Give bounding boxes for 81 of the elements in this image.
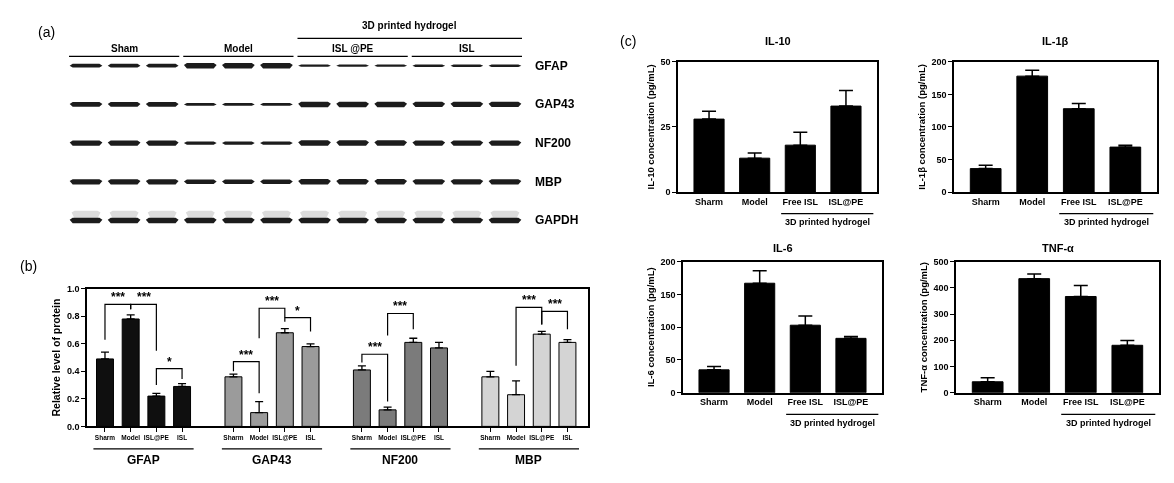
text: NF200	[382, 453, 419, 467]
x-tick-label: Model	[741, 196, 768, 207]
text: 3D printed hydrogel	[790, 418, 876, 428]
text: 3D printed hydrogel	[362, 20, 457, 31]
category-label: ISL @PE	[332, 43, 374, 54]
y-tick-label: 300	[933, 309, 949, 320]
y-tick-label: 0.4	[66, 366, 80, 377]
annotation: ***	[137, 290, 152, 304]
y-tick-label: 100	[660, 322, 676, 333]
text: MBP	[515, 453, 542, 467]
y-tick-label: 0	[943, 387, 949, 398]
y-tick-label: 200	[933, 335, 949, 346]
annotation: ***	[548, 297, 563, 311]
y-tick-label: 50	[660, 56, 671, 67]
y-tick-label: 100	[931, 122, 947, 133]
y-tick-label: 500	[933, 256, 949, 267]
x-tick-label: Sharm	[700, 397, 729, 408]
y-tick-label: 0.8	[66, 311, 80, 322]
y-tick-label: 0.0	[66, 421, 80, 432]
y-tick-label: 0.6	[66, 338, 80, 349]
y-tick-label: 200	[931, 56, 947, 67]
x-tick-label: Model	[1019, 196, 1046, 207]
annotation: ***	[368, 340, 383, 354]
text: 3D printed hydrogel	[785, 217, 871, 227]
x-tick-label: Model	[746, 397, 773, 408]
category-label: GAP43	[535, 97, 575, 111]
annotation: ***	[111, 290, 126, 304]
y-axis-title: IL-10 concentration (pg/mL)	[645, 64, 657, 190]
category-label: GFAP	[535, 59, 568, 73]
y-tick-label: 50	[665, 355, 676, 366]
category-label: ISL	[459, 43, 475, 54]
y-tick-label: 0.2	[66, 394, 80, 404]
text: (a)	[38, 24, 56, 40]
y-tick-label: 150	[660, 289, 676, 300]
annotation: ***	[265, 294, 280, 308]
category-label: Model	[224, 43, 254, 54]
annotation: *	[295, 304, 300, 318]
y-tick-label: 0	[670, 387, 676, 398]
y-tick-label: 50	[936, 154, 947, 165]
y-tick-label: 100	[933, 361, 949, 372]
x-tick-label: Sharm	[695, 196, 724, 207]
y-tick-label: 150	[931, 89, 947, 100]
annotation: *	[167, 355, 172, 369]
y-axis-title: IL-6 concentration (pg/mL)	[645, 267, 657, 388]
text: GFAP	[127, 453, 160, 467]
category-label: MBP	[535, 175, 562, 189]
y-axis-title: Relative level of protein	[50, 298, 63, 417]
text: GAP43	[252, 453, 292, 467]
y-tick-label: 1.0	[66, 283, 80, 294]
category-label: Sham	[111, 43, 139, 54]
x-tick-label: ISL@PE	[833, 397, 869, 408]
x-tick-label: ISL@PE	[1107, 196, 1143, 207]
x-tick-label: Free ISL	[1063, 397, 1100, 408]
chart-title: TNF-α	[1042, 242, 1075, 254]
text: (c)	[620, 33, 637, 49]
x-tick-label: Model	[1021, 397, 1048, 408]
x-tick-label: Free ISL	[782, 196, 819, 207]
x-tick-label: Sharm	[973, 397, 1002, 408]
y-tick-label: 25	[660, 122, 671, 133]
annotation: ***	[522, 293, 537, 307]
text: (b)	[20, 258, 38, 274]
annotation: ***	[393, 299, 408, 313]
x-tick-label: Free ISL	[1061, 196, 1098, 207]
y-tick-label: 400	[933, 282, 949, 293]
y-axis-title: TNF-α concentration (pg/mL)	[918, 261, 930, 393]
chart-title: IL-10	[765, 35, 791, 47]
x-tick-label: Sharm	[971, 196, 1000, 207]
text: 3D printed hydrogel	[1066, 418, 1152, 428]
y-tick-label: 0	[665, 187, 671, 198]
x-tick-label: Free ISL	[787, 397, 824, 408]
y-tick-label: 200	[660, 256, 676, 267]
chart-title: IL-1β	[1042, 35, 1069, 47]
y-tick-label: 0	[941, 187, 947, 198]
annotation: ***	[239, 348, 254, 362]
y-axis-title: IL-1β concentration (pg/mL)	[916, 64, 928, 190]
text: 3D printed hydrogel	[1064, 217, 1150, 227]
category-label: GAPDH	[535, 213, 579, 227]
category-label: NF200	[535, 136, 572, 150]
x-tick-label: ISL@PE	[1109, 397, 1145, 408]
x-tick-label: ISL@PE	[828, 196, 864, 207]
chart-title: IL-6	[773, 242, 793, 254]
